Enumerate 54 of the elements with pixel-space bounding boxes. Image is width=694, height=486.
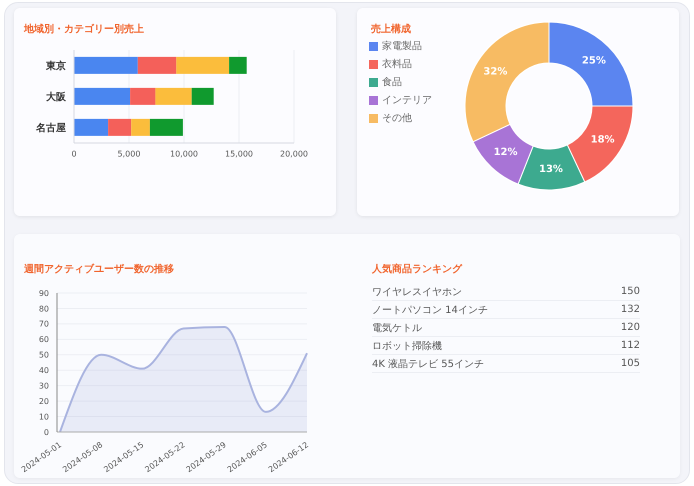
category-label: 4K 液晶テレビ 55インチ: [372, 358, 484, 370]
bar: [74, 56, 138, 74]
x-tick-label: 0: [71, 150, 77, 159]
x-tick-label: 5,000: [118, 150, 140, 159]
data-label: 12%: [494, 146, 518, 158]
y-tick-label: 大阪: [45, 91, 67, 104]
bar: [192, 88, 214, 105]
y-tick-label: 40: [38, 366, 49, 376]
data-label: 105: [620, 358, 640, 369]
y-tick-label: 90: [38, 288, 49, 298]
y-tick-label: 60: [38, 335, 49, 344]
category-label: ロボット掃除機: [372, 340, 442, 352]
x-tick-label: 15,000: [225, 150, 253, 159]
y-tick-label: 0: [44, 428, 49, 437]
data-label: 150: [620, 286, 640, 297]
legend-label: 食品: [382, 77, 402, 88]
bar: [155, 88, 192, 105]
category-label: ノートパソコン 14インチ: [372, 304, 488, 316]
data-label: 32%: [483, 66, 508, 78]
legend-label: その他: [382, 113, 412, 124]
category-label: ワイヤレスイヤホン: [372, 286, 462, 298]
x-tick-label: 10,000: [170, 150, 198, 159]
category-label: 電気ケトル: [372, 322, 422, 334]
legend-label: 衣料品: [382, 59, 412, 70]
data-label: 13%: [539, 164, 563, 175]
y-tick-label: 80: [38, 304, 49, 314]
chart-title: 週間アクティブユーザー数の推移: [24, 262, 174, 276]
legend-label: 家電製品: [382, 41, 422, 52]
bar: [176, 56, 230, 74]
bar: [74, 118, 108, 136]
bar: [138, 56, 176, 74]
data-label: 18%: [590, 134, 615, 146]
y-tick-label: 50: [38, 350, 49, 360]
chart-title: 売上構成: [371, 22, 411, 36]
bar: [229, 56, 247, 74]
legend-label: インテリア: [382, 95, 432, 106]
bar: [108, 118, 132, 136]
text: 人気商品ランキング: [372, 262, 462, 276]
data-label: 132: [620, 304, 640, 315]
bar: [74, 88, 130, 105]
bar: [150, 118, 183, 136]
data-label: 120: [620, 322, 640, 333]
data-label: 25%: [582, 56, 606, 67]
y-tick-label: 名古屋: [35, 122, 66, 134]
y-tick-label: 10: [38, 412, 49, 422]
x-tick-label: 20,000: [280, 150, 308, 159]
y-tick-label: 70: [38, 320, 49, 329]
y-tick-label: 30: [38, 382, 49, 391]
data-label: 112: [620, 340, 640, 351]
bar: [130, 88, 156, 105]
bar: [131, 118, 150, 136]
y-tick-label: 20: [38, 396, 49, 406]
y-tick-label: 東京: [45, 60, 66, 72]
chart-title: 地域別・カテゴリー別売上: [24, 22, 144, 36]
